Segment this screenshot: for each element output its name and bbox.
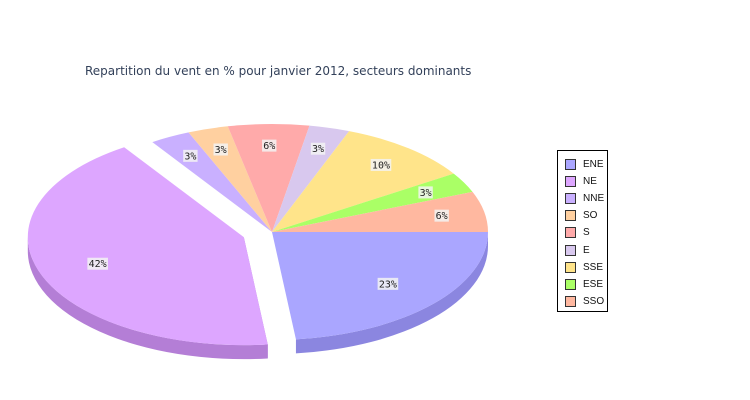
pie-data-label-bg bbox=[370, 158, 392, 171]
legend-swatch bbox=[565, 261, 576, 273]
pie-slice-sse bbox=[272, 131, 454, 232]
pie-data-label-e: 3% bbox=[310, 142, 326, 155]
legend-item-nne: NNE bbox=[558, 190, 607, 207]
legend-item-sse: SSE bbox=[558, 259, 607, 276]
legend-item-ene: ENE bbox=[558, 156, 607, 173]
pie-data-label-bg bbox=[183, 149, 198, 162]
legend-swatch bbox=[565, 244, 576, 256]
pie-data-label-bg bbox=[262, 139, 277, 152]
pie-data-label-text: 3% bbox=[312, 144, 324, 155]
legend-swatch bbox=[565, 278, 576, 290]
pie-data-label-bg bbox=[87, 257, 108, 270]
pie-slice-nne bbox=[152, 132, 272, 232]
pie-slice-sso bbox=[272, 191, 488, 232]
pie-slice-tops bbox=[27, 124, 488, 346]
legend: ENE NE NNE SO S E SSE ESE SSO bbox=[557, 150, 608, 312]
pie-data-label-text: 10% bbox=[372, 160, 390, 171]
chart-title: Repartition du vent en % pour janvier 20… bbox=[85, 64, 472, 78]
pie-data-label-bg bbox=[434, 209, 449, 222]
pie-slice-so bbox=[188, 126, 272, 232]
pie-data-label-text: 3% bbox=[184, 151, 196, 162]
pie-data-label-ene: 23% bbox=[377, 277, 399, 290]
pie-data-label-bg bbox=[310, 142, 326, 155]
pie-data-label-ne: 42% bbox=[87, 257, 108, 270]
pie-data-label-text: 3% bbox=[420, 188, 432, 199]
pie-data-label-text: 42% bbox=[89, 259, 107, 270]
legend-label: SO bbox=[583, 210, 598, 222]
pie-data-label-so: 3% bbox=[213, 143, 228, 156]
legend-label: SSO bbox=[583, 295, 605, 307]
legend-item-sso: SSO bbox=[558, 293, 607, 310]
legend-label: SSE bbox=[583, 261, 604, 273]
pie-data-label-bg bbox=[377, 277, 399, 290]
pie-data-label-bg bbox=[418, 186, 433, 199]
pie-data-label-text: 6% bbox=[263, 141, 275, 152]
legend-label: E bbox=[583, 244, 590, 256]
pie-data-label-text: 6% bbox=[436, 211, 448, 222]
legend-label: S bbox=[583, 227, 590, 239]
pie-slice-ne bbox=[27, 147, 268, 346]
pie-data-label-s: 6% bbox=[262, 139, 277, 152]
legend-swatch bbox=[565, 159, 576, 171]
legend-item-e: E bbox=[558, 241, 607, 258]
legend-label: ENE bbox=[583, 159, 604, 171]
legend-swatch bbox=[565, 193, 576, 205]
pie-data-label-sso: 6% bbox=[434, 209, 449, 222]
pie-data-label-bg bbox=[213, 143, 228, 156]
pie-data-label-text: 3% bbox=[215, 145, 227, 156]
pie-data-label-ese: 3% bbox=[418, 186, 433, 199]
legend-swatch bbox=[565, 210, 576, 222]
legend-label: ESE bbox=[583, 278, 604, 290]
pie-data-label-nne: 3% bbox=[183, 149, 198, 162]
legend-swatch bbox=[565, 176, 576, 188]
legend-item-ese: ESE bbox=[558, 276, 607, 293]
pie-data-label-text: 23% bbox=[379, 279, 397, 290]
legend-swatch bbox=[565, 227, 576, 239]
pie-slice-e bbox=[272, 125, 350, 232]
pie-data-label-sse: 10% bbox=[370, 158, 392, 171]
legend-label: NE bbox=[583, 176, 597, 188]
legend-label: NNE bbox=[583, 193, 605, 205]
pie-slice-side-ene bbox=[295, 232, 488, 354]
legend-item-so: SO bbox=[558, 207, 607, 224]
pie-slice-s bbox=[227, 124, 310, 232]
pie-slice-side-ne bbox=[27, 237, 268, 360]
legend-item-ne: NE bbox=[558, 173, 607, 190]
pie-data-labels: 23% 42% 3% 3% 6% 3% 10% 3% 6% bbox=[87, 139, 449, 290]
legend-item-s: S bbox=[558, 224, 607, 241]
legend-swatch bbox=[565, 295, 576, 307]
